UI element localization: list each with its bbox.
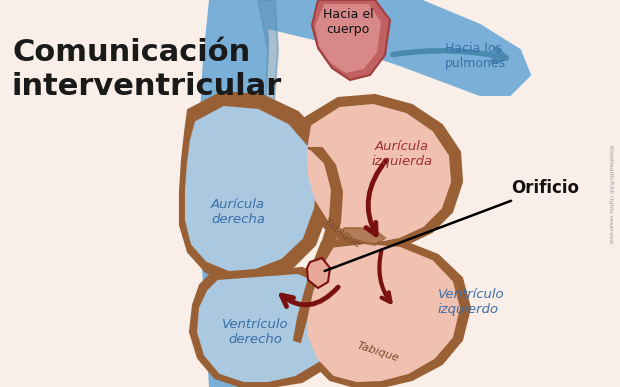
Text: Aurícula
izquierda: Aurícula izquierda xyxy=(371,140,433,168)
Text: Comunicación: Comunicación xyxy=(12,38,250,67)
Polygon shape xyxy=(190,268,350,387)
Polygon shape xyxy=(308,105,450,242)
Text: Orificio: Orificio xyxy=(325,179,579,271)
Polygon shape xyxy=(198,275,338,381)
Polygon shape xyxy=(180,92,332,282)
Polygon shape xyxy=(332,228,385,245)
Polygon shape xyxy=(186,107,316,270)
Polygon shape xyxy=(242,0,278,387)
Text: Tabique: Tabique xyxy=(321,217,363,250)
Text: Aurícula
derecha: Aurícula derecha xyxy=(211,198,265,226)
Polygon shape xyxy=(307,258,330,288)
Polygon shape xyxy=(312,0,390,80)
Text: interventricular: interventricular xyxy=(12,72,282,101)
Polygon shape xyxy=(294,148,342,342)
Text: Ventrículo
derecho: Ventrículo derecho xyxy=(222,318,288,346)
Text: Ventrículo
izquierdo: Ventrículo izquierdo xyxy=(438,288,505,316)
Polygon shape xyxy=(240,0,530,95)
Text: Hacia los
pulmones: Hacia los pulmones xyxy=(445,42,506,70)
Polygon shape xyxy=(200,0,268,387)
Text: Tabique: Tabique xyxy=(356,341,401,364)
Polygon shape xyxy=(300,238,470,387)
Polygon shape xyxy=(308,245,459,381)
Text: KidsHealth®All rights reserved.: KidsHealth®All rights reserved. xyxy=(608,145,614,245)
Polygon shape xyxy=(302,95,462,250)
Polygon shape xyxy=(316,5,380,72)
Text: Hacia el
cuerpo: Hacia el cuerpo xyxy=(322,8,373,36)
